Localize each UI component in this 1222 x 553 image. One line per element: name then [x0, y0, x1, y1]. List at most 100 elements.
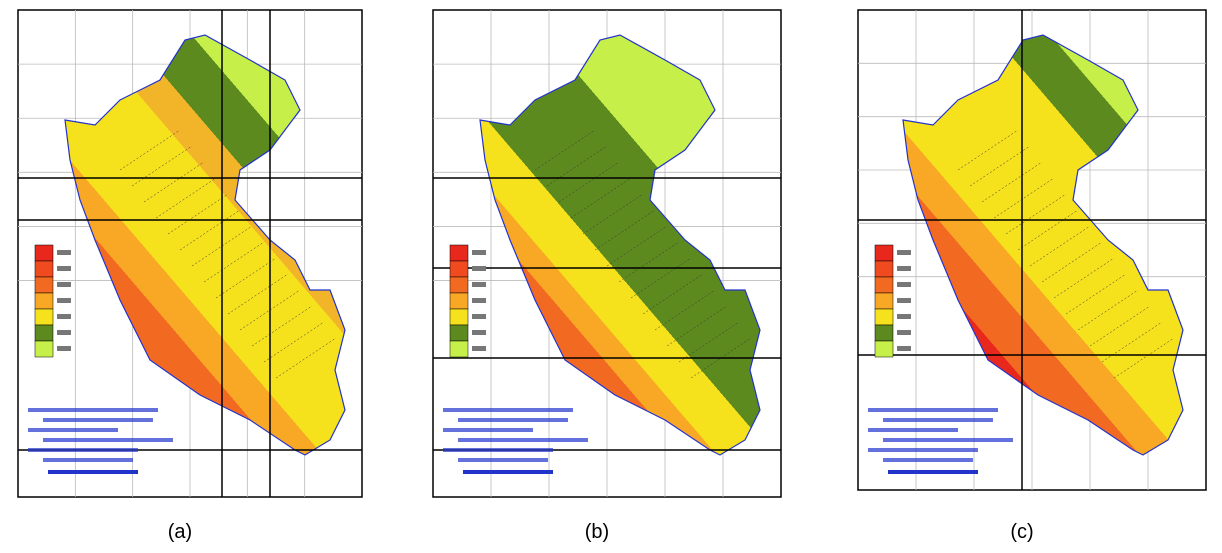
contour-line	[263, 321, 325, 363]
contour-line	[179, 209, 241, 251]
legend-swatch	[449, 340, 469, 358]
contour-line	[582, 193, 644, 235]
country-shape	[902, 34, 1184, 456]
info-text-block	[458, 458, 548, 462]
info-text-block	[28, 428, 118, 432]
contour-line	[618, 241, 680, 283]
legend-swatch	[874, 340, 894, 358]
contour-line	[1017, 209, 1079, 251]
info-text-block	[43, 458, 133, 462]
contour-line	[993, 177, 1055, 219]
map-panel: (c)	[857, 9, 1207, 543]
contour-line	[666, 305, 728, 347]
legend-swatch	[449, 260, 469, 278]
legend-text-block	[472, 346, 486, 351]
contour-line	[251, 305, 313, 347]
contour-line	[969, 145, 1031, 187]
info-text-block	[458, 438, 588, 442]
contour-line	[546, 145, 608, 187]
panel-caption: (a)	[168, 521, 192, 543]
legend-swatch	[874, 292, 894, 310]
info-text-block	[28, 448, 138, 452]
legend-swatch	[449, 244, 469, 262]
legend-swatch	[449, 324, 469, 342]
legend-swatch	[34, 276, 54, 294]
map-panel: (a)	[17, 9, 363, 543]
legend-swatch	[34, 340, 54, 358]
legend-text-block	[57, 282, 71, 287]
contour-line	[981, 161, 1043, 203]
legend-text-block	[472, 314, 486, 319]
legend-swatch	[449, 308, 469, 326]
contour-line	[131, 145, 193, 187]
legend-text-block	[57, 298, 71, 303]
contour-line	[167, 193, 229, 235]
legend-swatch	[874, 244, 894, 262]
legend-swatch	[449, 292, 469, 310]
country-shape	[64, 34, 346, 456]
contour-line	[1041, 241, 1103, 283]
legend-swatch	[874, 324, 894, 342]
legend-text-block	[57, 250, 71, 255]
legend-text-block	[472, 266, 486, 271]
legend-swatch	[449, 276, 469, 294]
contour-line	[654, 289, 716, 331]
legend-text-block	[472, 298, 486, 303]
contour-line	[594, 209, 656, 251]
contour-line	[1053, 257, 1115, 299]
scale-bar	[48, 470, 138, 474]
legend-text-block	[897, 250, 911, 255]
info-text-block	[28, 408, 158, 412]
legend-text-block	[897, 346, 911, 351]
panel-caption: (b)	[585, 521, 609, 543]
info-text-block	[868, 448, 978, 452]
contour-line	[275, 337, 337, 379]
legend-swatch	[874, 308, 894, 326]
legend-text-block	[57, 346, 71, 351]
contour-line	[155, 177, 217, 219]
legend-text-block	[57, 314, 71, 319]
contour-line	[642, 273, 704, 315]
contour-line	[678, 321, 740, 363]
legend-text-block	[472, 250, 486, 255]
legend-text-block	[57, 266, 71, 271]
contour-line	[570, 177, 632, 219]
contour-line	[1005, 193, 1067, 235]
legend-swatch	[34, 324, 54, 342]
panel-caption: (c)	[1010, 521, 1033, 543]
legend-swatch	[874, 260, 894, 278]
contour-line	[534, 129, 596, 171]
info-text-block	[883, 458, 973, 462]
legend-text-block	[897, 298, 911, 303]
contour-line	[1077, 289, 1139, 331]
legend-swatch	[34, 260, 54, 278]
legend-swatch	[34, 244, 54, 262]
contour-line	[119, 129, 181, 171]
legend-text-block	[472, 330, 486, 335]
legend-text-block	[57, 330, 71, 335]
legend-text-block	[472, 282, 486, 287]
contour-line	[203, 241, 265, 283]
info-text-block	[443, 428, 533, 432]
legend-swatch	[34, 308, 54, 326]
contour-line	[1089, 305, 1151, 347]
contour-line	[215, 257, 277, 299]
contour-line	[1065, 273, 1127, 315]
contour-line	[227, 273, 289, 315]
contour-line	[1029, 225, 1091, 267]
legend-text-block	[897, 330, 911, 335]
info-text-block	[868, 408, 998, 412]
info-text-block	[883, 418, 993, 422]
info-text-block	[458, 418, 568, 422]
legend-text-block	[897, 282, 911, 287]
info-text-block	[883, 438, 1013, 442]
map-panel: (b)	[432, 9, 782, 543]
info-text-block	[443, 448, 553, 452]
scale-bar	[463, 470, 553, 474]
legend-text-block	[897, 314, 911, 319]
scale-bar	[888, 470, 978, 474]
contour-line	[558, 161, 620, 203]
contour-line	[143, 161, 205, 203]
legend-text-block	[897, 266, 911, 271]
